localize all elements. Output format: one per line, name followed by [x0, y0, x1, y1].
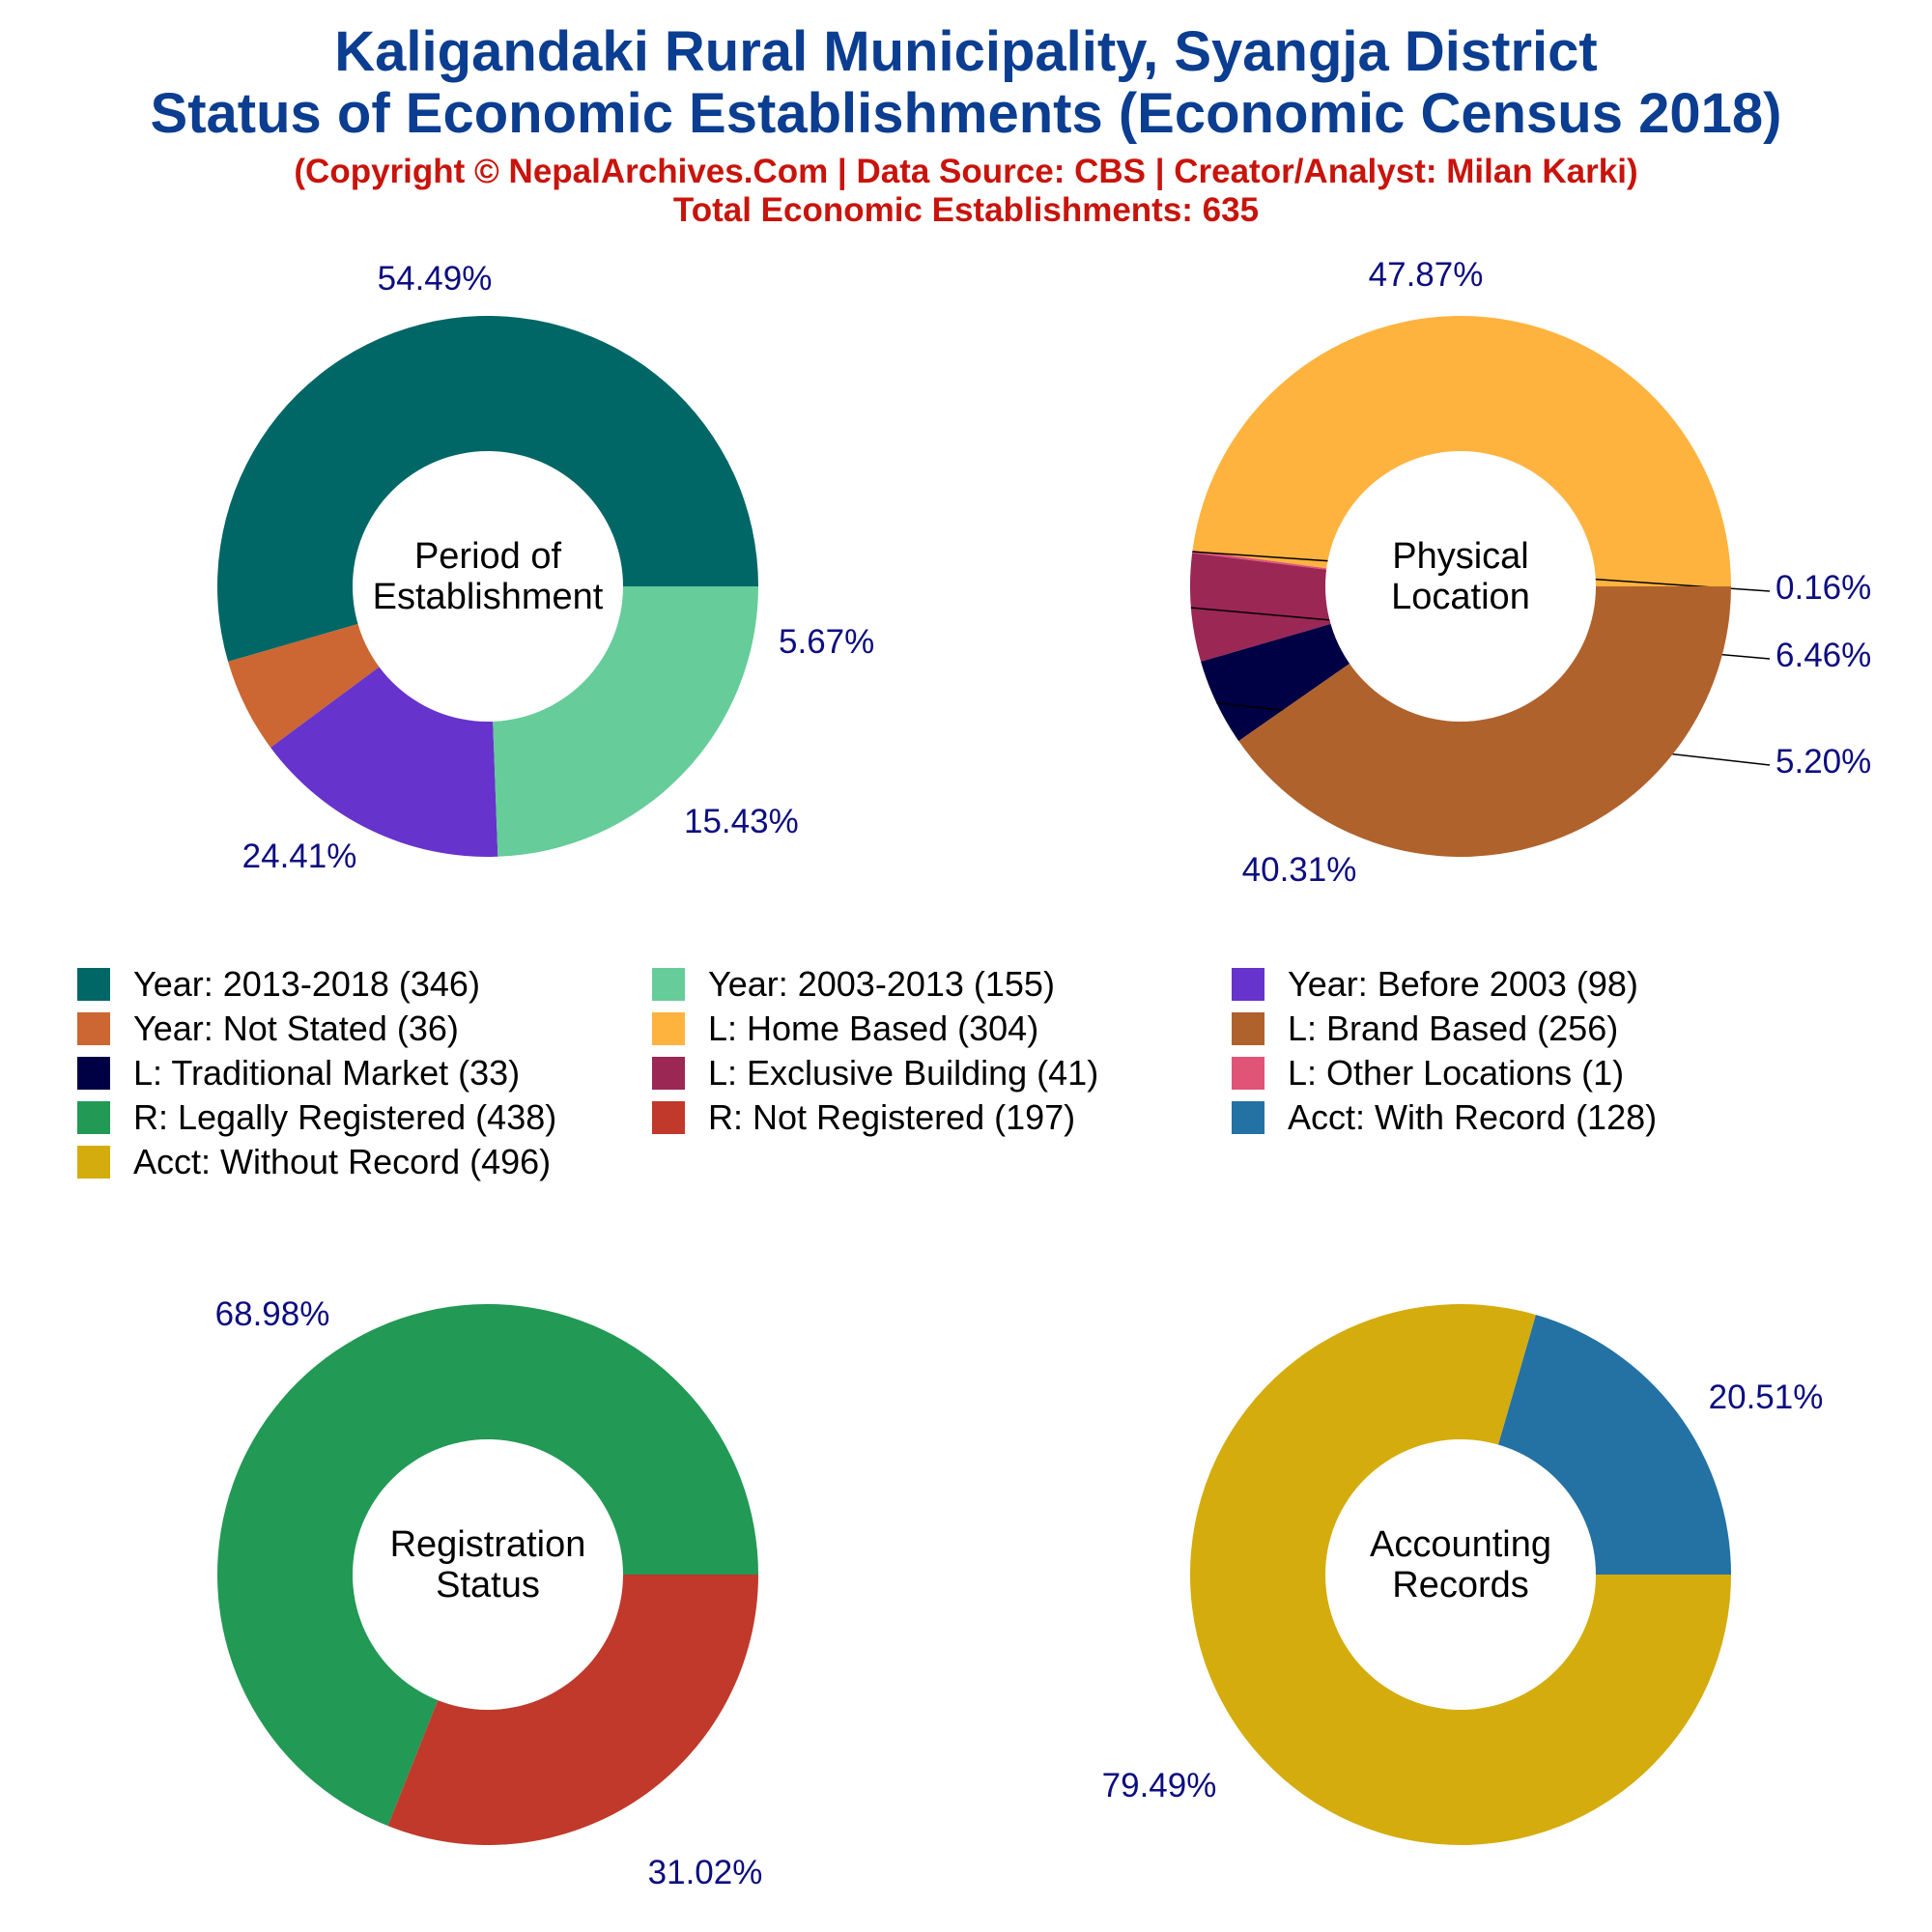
slice-percent-label: 6.46% [1776, 637, 1871, 674]
donut-hole [353, 1439, 623, 1710]
donut-center-label: Registration [390, 1524, 586, 1565]
legend-item: L: Home Based (304) [652, 1007, 1038, 1051]
chart-subtitle-copyright: (Copyright © NepalArchives.Com | Data So… [294, 153, 1638, 190]
slice-percent-label: 68.98% [215, 1295, 330, 1333]
donut-center-label: Period of [414, 536, 562, 577]
legend-swatch [652, 1057, 685, 1090]
legend-swatch [77, 1057, 110, 1090]
legend-swatch [652, 1101, 685, 1134]
chart-header: Kaligandaki Rural Municipality, Syangja … [0, 0, 1932, 230]
legend-item: R: Not Registered (197) [652, 1095, 1075, 1140]
legend-swatch [652, 968, 685, 1001]
legend-label: L: Brand Based (256) [1288, 1009, 1619, 1048]
donut-center-label: Accounting [1370, 1524, 1551, 1565]
legend-label: R: Not Registered (197) [708, 1097, 1076, 1137]
donut-center-label: Records [1392, 1565, 1529, 1605]
legend-swatch [652, 1012, 685, 1045]
legend-item: L: Exclusive Building (41) [652, 1051, 1098, 1095]
donut-chart-2: 47.87% 0.16% 6.46% 5.20% 40.31% PhysicalLocat… [1190, 256, 1871, 889]
chart-title-line1: Kaligandaki Rural Municipality, Syangja … [334, 20, 1598, 83]
legend-label: R: Legally Registered (438) [133, 1097, 557, 1137]
slice-percent-label: 15.43% [684, 803, 799, 840]
slice-percent-label: 24.41% [242, 838, 357, 875]
legend-swatch [77, 1012, 110, 1045]
donut-center-label: Location [1391, 577, 1530, 617]
donut-hole [353, 451, 623, 722]
donut-center-label: Physical [1392, 536, 1529, 577]
donut-center-label: Establishment [373, 577, 604, 617]
legend-label: Year: 2013-2018 (346) [133, 964, 480, 1004]
legend-item: Year: 2013-2018 (346) [77, 962, 480, 1007]
slice-percent-label: 5.20% [1776, 743, 1871, 781]
legend-swatch [1232, 1012, 1264, 1045]
slice-percent-label: 31.02% [648, 1854, 763, 1891]
legend-label: Year: 2003-2013 (155) [708, 964, 1055, 1004]
slice-percent-label: 0.16% [1776, 569, 1871, 607]
slice-percent-label: 20.51% [1709, 1378, 1824, 1416]
legend-item: R: Legally Registered (438) [77, 1095, 556, 1140]
legend-label: Acct: With Record (128) [1288, 1097, 1658, 1137]
legend-item: L: Traditional Market (33) [77, 1051, 520, 1095]
chart-title-line2: Status of Economic Establishments (Econo… [150, 82, 1782, 145]
donut-slice [1238, 586, 1731, 858]
donut-hole [1325, 451, 1596, 722]
donut-hole [1325, 1439, 1596, 1710]
legend-item: Acct: With Record (128) [1232, 1095, 1657, 1140]
legend-swatch [77, 1101, 110, 1134]
legend-item: L: Brand Based (256) [1232, 1007, 1618, 1051]
legend-label: L: Home Based (304) [708, 1009, 1039, 1048]
chart-subtitle-total: Total Economic Establishments: 635 [672, 191, 1260, 229]
legend-label: L: Exclusive Building (41) [708, 1053, 1099, 1093]
legend-label: Year: Not Stated (36) [133, 1009, 459, 1048]
slice-percent-label: 40.31% [1242, 851, 1357, 889]
legend-swatch [1232, 1101, 1264, 1134]
legend-swatch [77, 968, 110, 1001]
slice-percent-label: 5.67% [779, 623, 874, 661]
slice-percent-label: 47.87% [1369, 256, 1484, 294]
slice-percent-label: 54.49% [378, 260, 493, 298]
donut-slice [1192, 315, 1731, 586]
legend-swatch [1232, 1057, 1264, 1090]
legend-swatch [77, 1146, 110, 1179]
legend-swatch [1232, 968, 1264, 1001]
donut-center-label: Status [436, 1565, 540, 1605]
donut-chart-1: 54.49% 5.67% 15.43% 24.41% Period ofEstablis… [216, 260, 874, 875]
legend-item: Year: 2003-2013 (155) [652, 962, 1055, 1007]
legend-item: L: Other Locations (1) [1232, 1051, 1624, 1095]
legend-item: Year: Not Stated (36) [77, 1007, 459, 1051]
legend-label: Year: Before 2003 (98) [1288, 964, 1638, 1004]
legend-item: Acct: Without Record (496) [77, 1140, 551, 1184]
slice-percent-label: 79.49% [1102, 1767, 1217, 1804]
legend-item: Year: Before 2003 (98) [1232, 962, 1638, 1007]
legend-label: L: Traditional Market (33) [133, 1053, 521, 1093]
legend-label: Acct: Without Record (496) [133, 1142, 552, 1181]
legend-label: L: Other Locations (1) [1288, 1053, 1625, 1093]
